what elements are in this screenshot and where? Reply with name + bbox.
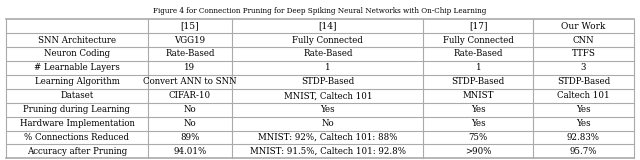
Text: Fully Connected: Fully Connected [443,36,514,45]
Text: Dataset: Dataset [60,91,93,100]
Text: MNIST: 91.5%, Caltech 101: 92.8%: MNIST: 91.5%, Caltech 101: 92.8% [250,147,406,156]
Text: TTFS: TTFS [572,49,595,59]
Text: MNIST: 92%, Caltech 101: 88%: MNIST: 92%, Caltech 101: 88% [258,133,397,142]
Text: Neuron Coding: Neuron Coding [44,49,110,59]
Text: Figure 4 for Connection Pruning for Deep Spiking Neural Networks with On-Chip Le: Figure 4 for Connection Pruning for Deep… [154,7,486,15]
Text: Hardware Implementation: Hardware Implementation [20,119,134,128]
Text: Yes: Yes [321,105,335,114]
Text: Yes: Yes [471,105,486,114]
Text: 94.01%: 94.01% [173,147,207,156]
Text: SNN Architecture: SNN Architecture [38,36,116,45]
Text: 92.83%: 92.83% [567,133,600,142]
Text: Yes: Yes [576,119,591,128]
Text: Rate-Based: Rate-Based [303,49,353,59]
Text: STDP-Based: STDP-Based [557,77,610,86]
Text: Caltech 101: Caltech 101 [557,91,610,100]
Text: Yes: Yes [471,119,486,128]
Text: STDP-Based: STDP-Based [452,77,505,86]
Text: 1: 1 [476,63,481,72]
Text: Yes: Yes [576,105,591,114]
Text: Pruning during Learning: Pruning during Learning [24,105,131,114]
Text: % Connections Reduced: % Connections Reduced [24,133,129,142]
Text: Rate-Based: Rate-Based [454,49,503,59]
Text: 89%: 89% [180,133,200,142]
Text: 3: 3 [580,63,586,72]
Text: >90%: >90% [465,147,492,156]
Text: CIFAR-10: CIFAR-10 [169,91,211,100]
Text: [14]: [14] [319,22,337,31]
Text: Learning Algorithm: Learning Algorithm [35,77,120,86]
Text: 95.7%: 95.7% [570,147,597,156]
Text: Fully Connected: Fully Connected [292,36,364,45]
Text: VGG19: VGG19 [174,36,205,45]
Text: 75%: 75% [468,133,488,142]
Text: 19: 19 [184,63,195,72]
Text: No: No [184,119,196,128]
Text: No: No [321,119,334,128]
Text: Accuracy after Pruning: Accuracy after Pruning [27,147,127,156]
Text: MNIST: MNIST [463,91,494,100]
Text: Rate-Based: Rate-Based [165,49,214,59]
Text: # Learnable Layers: # Learnable Layers [34,63,120,72]
Text: Convert ANN to SNN: Convert ANN to SNN [143,77,237,86]
Text: [15]: [15] [180,22,199,31]
Text: 1: 1 [325,63,331,72]
Text: CNN: CNN [573,36,594,45]
Text: STDP-Based: STDP-Based [301,77,355,86]
Text: MNIST, Caltech 101: MNIST, Caltech 101 [284,91,372,100]
Text: No: No [184,105,196,114]
Text: [17]: [17] [469,22,488,31]
Text: Our Work: Our Work [561,22,605,31]
